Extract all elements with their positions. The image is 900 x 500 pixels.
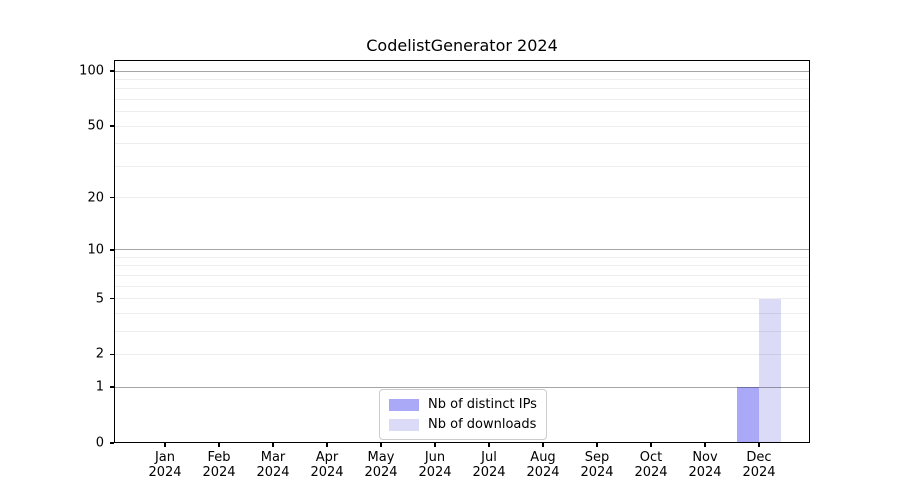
minor-gridline-4 (114, 312, 810, 314)
xtick-label-oct: Oct 2024 (634, 450, 668, 480)
minor-gridline-60 (114, 111, 810, 113)
ytick-mark-5 (110, 297, 114, 300)
ytick-label-100: 100 (79, 63, 104, 79)
ytick-label-0: 0 (95, 435, 104, 451)
bar-nb-of-downloads-dec (759, 298, 781, 443)
xtick-mark-sep (596, 443, 598, 447)
minor-gridline-8 (114, 265, 810, 267)
xtick-label-apr: Apr 2024 (310, 450, 344, 480)
xtick-label-aug: Aug 2024 (526, 450, 560, 480)
ytick-mark-50 (110, 125, 114, 127)
legend-item-downloads: Nb of downloads (389, 417, 537, 432)
xtick-mark-oct (650, 443, 652, 447)
xtick-label-may: May 2024 (364, 450, 398, 480)
ytick-label-10: 10 (87, 242, 104, 258)
ytick-label-20: 20 (87, 190, 104, 206)
bar-nb-of-distinct-ips-dec (737, 387, 759, 443)
minor-gridline-70 (114, 98, 810, 100)
legend: Nb of distinct IPs Nb of downloads (379, 389, 547, 440)
major-gridline-100 (114, 70, 810, 72)
xtick-mark-may (380, 443, 382, 447)
minor-gridline-2 (114, 353, 810, 355)
xtick-mark-jan (164, 443, 166, 447)
legend-item-distinct-ips: Nb of distinct IPs (389, 397, 537, 412)
xtick-mark-dec (758, 443, 760, 447)
xtick-mark-feb (218, 443, 220, 447)
legend-swatch-distinct-ips (389, 398, 419, 411)
minor-gridline-90 (114, 78, 810, 80)
major-gridline-1 (114, 386, 810, 388)
ytick-label-5: 5 (95, 291, 104, 307)
minor-gridline-20 (114, 197, 810, 199)
legend-label-distinct-ips: Nb of distinct IPs (428, 397, 537, 412)
minor-gridline-30 (114, 165, 810, 167)
xtick-label-jul: Jul 2024 (472, 450, 506, 480)
minor-gridline-7 (114, 274, 810, 276)
major-gridline-10 (114, 249, 810, 251)
xtick-label-sep: Sep 2024 (580, 450, 614, 480)
minor-gridline-6 (114, 285, 810, 287)
minor-gridline-50 (114, 125, 810, 127)
minor-gridline-5 (114, 298, 810, 300)
xtick-label-dec: Dec 2024 (742, 450, 776, 480)
minor-gridline-3 (114, 330, 810, 332)
xtick-mark-aug (542, 443, 544, 447)
legend-label-downloads: Nb of downloads (428, 417, 537, 432)
ytick-mark-0 (110, 442, 114, 444)
xtick-mark-apr (326, 443, 328, 447)
ytick-mark-10 (110, 248, 114, 251)
ytick-mark-100 (110, 70, 114, 72)
ytick-mark-20 (110, 196, 114, 199)
chart-title: CodelistGenerator 2024 (366, 36, 558, 55)
xtick-label-jan: Jan 2024 (148, 450, 182, 480)
xtick-label-mar: Mar 2024 (256, 450, 290, 480)
ytick-mark-2 (110, 353, 114, 356)
minor-gridline-9 (114, 256, 810, 258)
ytick-label-50: 50 (87, 118, 104, 134)
xtick-mark-mar (272, 443, 274, 447)
xtick-label-feb: Feb 2024 (202, 450, 236, 480)
xtick-label-nov: Nov 2024 (688, 450, 722, 480)
ytick-mark-1 (110, 386, 114, 388)
minor-gridline-80 (114, 88, 810, 90)
minor-gridline-40 (114, 143, 810, 145)
xtick-label-jun: Jun 2024 (418, 450, 452, 480)
xtick-mark-jul (488, 443, 490, 447)
ytick-label-1: 1 (95, 379, 104, 395)
xtick-mark-jun (434, 443, 436, 447)
ytick-label-2: 2 (95, 346, 104, 362)
plot-area (114, 60, 810, 443)
legend-swatch-downloads (389, 418, 419, 431)
xtick-mark-nov (704, 443, 706, 447)
